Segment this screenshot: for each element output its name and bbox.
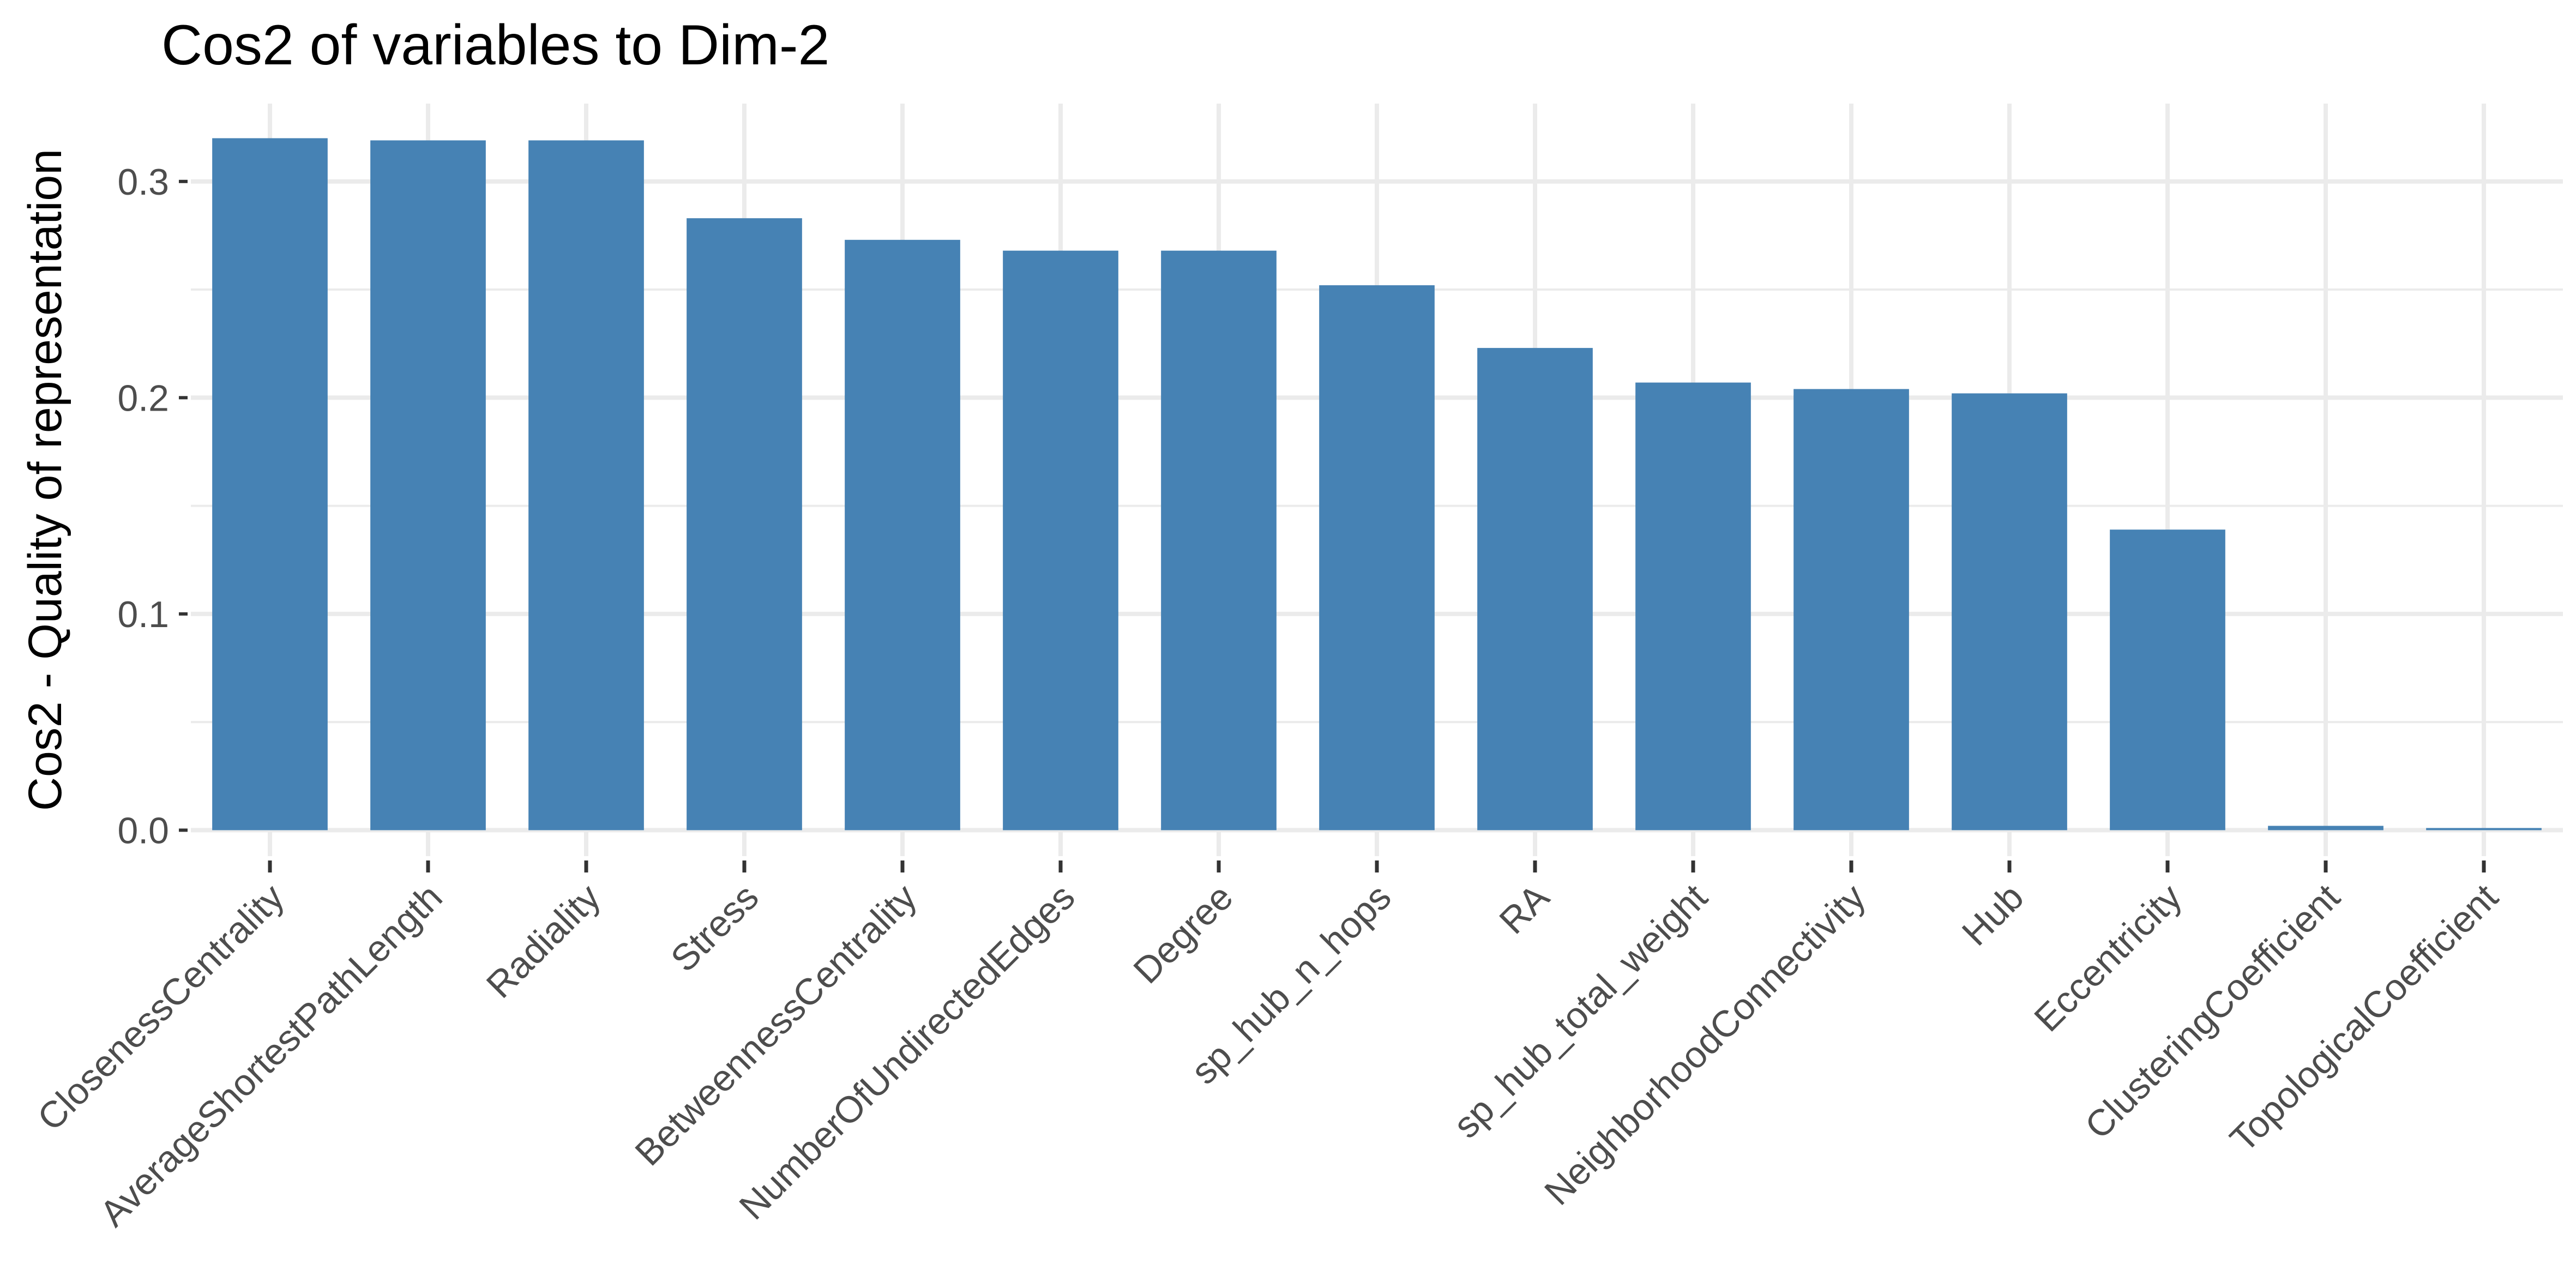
bar [1793,389,1909,830]
bar [212,138,328,830]
bar [528,140,644,830]
bar [2110,529,2225,830]
bar [1952,393,2067,830]
bar [1003,250,1118,830]
chart-title: Cos2 of variables to Dim-2 [161,14,829,77]
bar [370,140,486,830]
bar [1635,382,1751,830]
bars [212,138,2542,830]
y-tick-label: 0.1 [117,594,169,635]
y-tick-label: 0.0 [117,810,169,851]
y-tick-label: 0.2 [117,377,169,419]
bar [2268,826,2384,830]
y-tick-label: 0.3 [117,161,169,203]
y-axis-label: Cos2 - Quality of representation [19,149,71,811]
bar [1161,250,1277,830]
bar [1477,348,1593,830]
bar [2426,828,2542,830]
bar [845,239,960,830]
y-axis-ticks: 0.0 0.1 0.2 0.3 [117,161,188,851]
bar [1319,285,1435,830]
bar [687,218,802,830]
